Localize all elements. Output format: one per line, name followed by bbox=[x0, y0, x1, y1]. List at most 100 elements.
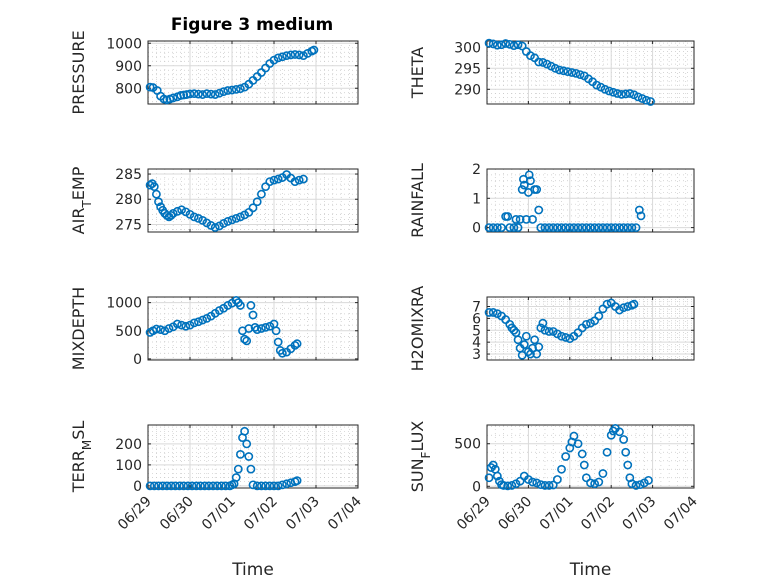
y-axis-label: TERRMSL bbox=[69, 421, 94, 494]
data-point bbox=[538, 58, 548, 67]
data-point bbox=[594, 311, 604, 321]
data-point bbox=[536, 223, 546, 233]
data-point bbox=[214, 88, 224, 98]
data-point bbox=[185, 89, 195, 99]
axes-box bbox=[147, 296, 359, 361]
data-point bbox=[151, 189, 161, 199]
subplot-terr-msl: 0 100 200 06/29 06/30 07/01 07/02 07/03 07/04 Tim… bbox=[69, 421, 365, 580]
y-tick-label: 0 bbox=[133, 352, 142, 368]
data-point bbox=[282, 51, 291, 61]
subplot-sun-flux: 0 500 06/29 06/30 07/01 07/02 07/03 07/04 Time SU… bbox=[408, 421, 701, 580]
data-point bbox=[242, 336, 252, 346]
y-axis-label: SUNFLUX bbox=[408, 421, 433, 493]
data-point bbox=[629, 90, 639, 100]
data-point bbox=[177, 205, 186, 215]
data-point bbox=[557, 223, 566, 233]
data-point bbox=[294, 175, 304, 185]
data-point bbox=[631, 481, 641, 490]
data-point bbox=[292, 476, 302, 486]
data-point bbox=[573, 223, 583, 233]
x-tick-label: 07/03 bbox=[620, 494, 660, 534]
data-point bbox=[546, 61, 556, 71]
y-tick-label: 1000 bbox=[106, 36, 142, 52]
subplot-theta: 290 295 300 THETA bbox=[408, 38, 695, 106]
data-point bbox=[561, 223, 571, 233]
data-point bbox=[162, 481, 172, 491]
data-point bbox=[515, 476, 525, 486]
subplot-pressure: 800 900 1000 PRESSURE bbox=[69, 30, 359, 115]
data-point bbox=[202, 313, 212, 323]
data-point bbox=[577, 449, 587, 459]
x-tick-label: 07/03 bbox=[283, 494, 323, 534]
data-point bbox=[166, 481, 176, 491]
data-point bbox=[555, 65, 564, 75]
data-point bbox=[617, 89, 626, 99]
data-point bbox=[223, 217, 233, 226]
data-point bbox=[501, 39, 511, 48]
data-point bbox=[532, 478, 542, 488]
data-point bbox=[252, 197, 262, 207]
y-tick-label: 200 bbox=[115, 437, 142, 453]
data-point bbox=[503, 481, 513, 491]
data-point bbox=[492, 471, 502, 481]
data-point bbox=[183, 481, 193, 491]
data-point bbox=[505, 223, 515, 233]
data-point bbox=[557, 464, 566, 474]
data-point bbox=[521, 331, 531, 341]
subplot-air-temp: 275 280 285 AIRTEMP bbox=[69, 166, 359, 234]
data-point bbox=[635, 480, 645, 489]
data-point bbox=[231, 213, 241, 223]
y-axis-label: PRESSURE bbox=[69, 30, 88, 114]
data-point bbox=[542, 59, 552, 69]
data-point bbox=[154, 197, 163, 207]
data-point bbox=[484, 223, 494, 233]
data-point bbox=[151, 324, 161, 334]
data-point bbox=[623, 460, 633, 470]
y-tick-label: 7 bbox=[472, 300, 481, 316]
data-point bbox=[602, 447, 612, 457]
data-point bbox=[636, 211, 646, 221]
data-point bbox=[273, 337, 283, 347]
data-point bbox=[298, 51, 308, 61]
data-point bbox=[256, 189, 266, 199]
y-axis-label: AIRTEMP bbox=[69, 166, 94, 234]
data-point bbox=[256, 324, 266, 333]
data-point bbox=[519, 180, 529, 190]
data-point bbox=[528, 343, 537, 353]
data-point bbox=[526, 176, 535, 186]
data-point bbox=[290, 177, 300, 186]
data-point bbox=[615, 427, 624, 437]
data-point bbox=[210, 223, 220, 232]
y-tick-label: 275 bbox=[115, 217, 142, 233]
data-point bbox=[240, 334, 249, 344]
data-point bbox=[172, 319, 182, 329]
data-point bbox=[608, 87, 618, 97]
data-point bbox=[204, 481, 214, 491]
data-point bbox=[521, 214, 531, 224]
y-tick-label: 300 bbox=[454, 40, 481, 56]
data-point bbox=[273, 53, 283, 63]
data-point bbox=[509, 41, 519, 51]
subplot-mixdepth: 0 500 1000 MIXDEPTH bbox=[69, 287, 359, 370]
data-point bbox=[212, 481, 222, 491]
data-point bbox=[567, 68, 577, 77]
data-point bbox=[206, 89, 216, 99]
figure-title: Figure 3 medium bbox=[171, 15, 333, 35]
data-point bbox=[191, 481, 201, 491]
y-tick-label: 1000 bbox=[106, 296, 142, 312]
data-point bbox=[552, 223, 562, 233]
data-point bbox=[590, 223, 600, 233]
x-axis-label: Time bbox=[569, 560, 612, 580]
y-axis-label: RAINFALL bbox=[408, 163, 427, 238]
data-point bbox=[227, 85, 237, 95]
y-tick-label: 0 bbox=[133, 479, 142, 495]
data-point bbox=[175, 481, 184, 491]
y-tick-label: 800 bbox=[115, 81, 142, 97]
data-point bbox=[172, 206, 182, 216]
data-point bbox=[532, 185, 542, 194]
data-point bbox=[627, 223, 637, 233]
data-point bbox=[187, 481, 197, 491]
data-point bbox=[290, 340, 300, 350]
data-point bbox=[513, 223, 523, 233]
data-point bbox=[223, 86, 233, 95]
